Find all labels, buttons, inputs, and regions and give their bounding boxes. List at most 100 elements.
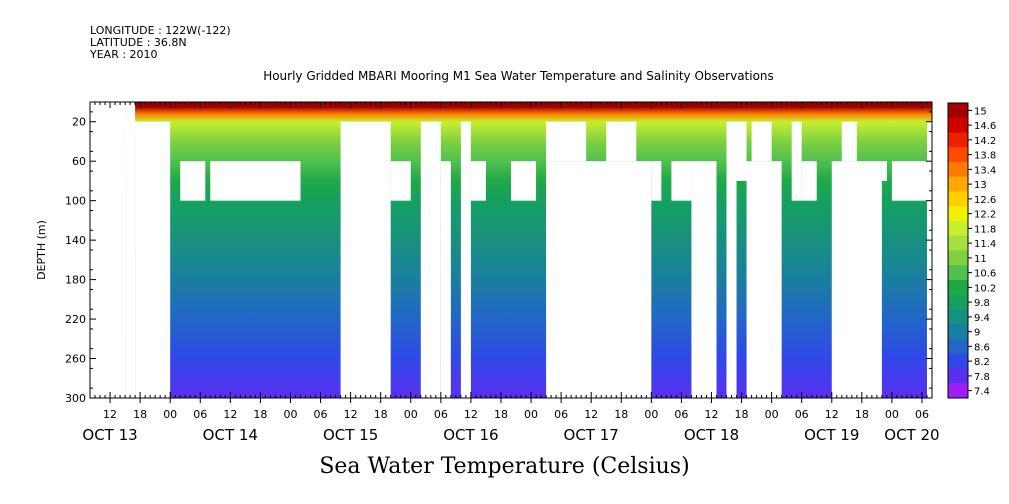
colorbar-swatch — [948, 294, 968, 310]
y-tick-label: 220 — [65, 313, 86, 326]
colorbar-title: Sea Water Temperature (Celsius) — [319, 454, 690, 479]
y-tick-label: 20 — [72, 116, 86, 129]
colorbar-swatch — [948, 132, 968, 148]
colorbar-label: 8.2 — [974, 357, 990, 368]
colorbar-frame — [947, 102, 969, 399]
x-day-label: OCT 13 — [82, 426, 137, 444]
colorbar-label: 14.2 — [974, 136, 996, 147]
missing-data-block — [340, 121, 391, 398]
colorbar-swatch — [948, 103, 968, 119]
x-tick-label: 00 — [524, 408, 538, 421]
x-tick-label: 12 — [825, 408, 839, 421]
longitude-label: LONGITUDE : 122W(-122) — [90, 24, 231, 37]
missing-data-block — [801, 161, 817, 201]
y-tick-label: 100 — [65, 195, 86, 208]
x-tick-label: 18 — [133, 408, 147, 421]
colorbar-label: 13 — [974, 180, 987, 191]
x-tick-label: 18 — [614, 408, 628, 421]
missing-data-block — [606, 121, 637, 162]
x-tick-label: 00 — [283, 408, 297, 421]
colorbar-label: 12.2 — [974, 210, 996, 221]
chart-title: Hourly Gridded MBARI Mooring M1 Sea Wate… — [263, 69, 774, 83]
x-tick-label: 00 — [163, 408, 177, 421]
missing-data-block — [420, 121, 441, 398]
x-day-label: OCT 20 — [884, 426, 939, 444]
y-axis-label: DEPTH (m) — [35, 220, 48, 280]
colorbar-label: 7.8 — [974, 372, 990, 383]
x-tick-label: 18 — [735, 408, 749, 421]
x-tick-label: 00 — [765, 408, 779, 421]
colorbar-swatch — [948, 368, 968, 384]
colorbar-label: 8.6 — [974, 342, 990, 353]
x-tick-label: 06 — [314, 408, 328, 421]
colorbar: 15 14.6 14.2 13.8 13.4 13 12.6 12.2 11.8 11.4 11 10… — [947, 102, 996, 399]
missing-data-block — [390, 161, 411, 201]
colorbar-label: 13.4 — [974, 165, 996, 176]
x-tick-label: 06 — [795, 408, 809, 421]
y-tick-label: 260 — [65, 353, 86, 366]
colorbar-swatch — [948, 250, 968, 266]
missing-data-block — [135, 121, 171, 398]
missing-data-block — [546, 161, 652, 398]
colorbar-swatch — [948, 191, 968, 207]
colorbar-label: 10.2 — [974, 283, 996, 294]
missing-data-block — [671, 161, 692, 201]
missing-data-block — [701, 180, 717, 398]
y-tick-label: 140 — [65, 234, 86, 247]
missing-data-block — [180, 161, 206, 201]
x-tick-label: 18 — [855, 408, 869, 421]
x-tick-label: 12 — [464, 408, 478, 421]
missing-data-block — [881, 161, 887, 181]
colorbar-swatch — [948, 383, 968, 399]
colorbar-swatch — [948, 176, 968, 192]
colorbar-swatch — [948, 221, 968, 237]
x-day-label: OCT 17 — [564, 426, 619, 444]
y-tick-label: 60 — [72, 155, 86, 168]
missing-data-block — [926, 121, 932, 398]
x-tick-label: 00 — [885, 408, 899, 421]
x-day-label: OCT 19 — [804, 426, 859, 444]
axes: 20 60 100 140 180 220 260 300 12 18 00 06 12 18 00 06 12… — [65, 101, 940, 444]
colorbar-swatch — [948, 265, 968, 281]
missing-data-column — [125, 102, 136, 398]
missing-data-block — [791, 121, 802, 201]
temperature-field — [90, 102, 932, 398]
colorbar-swatch — [948, 339, 968, 355]
x-tick-label: 06 — [915, 408, 929, 421]
colorbar-label: 10.6 — [974, 269, 996, 280]
missing-data-column — [100, 102, 106, 398]
x-day-label: OCT 15 — [323, 426, 378, 444]
colorbar-label: 11 — [974, 254, 987, 265]
colorbar-label: 7.4 — [974, 387, 990, 398]
x-tick-label: 18 — [253, 408, 267, 421]
missing-data-block — [746, 161, 782, 398]
colorbar-label: 13.8 — [974, 151, 996, 162]
x-day-label: OCT 14 — [203, 426, 258, 444]
x-tick-label: 12 — [584, 408, 598, 421]
colorbar-swatch — [948, 324, 968, 340]
year-label: YEAR : 2010 — [90, 48, 158, 61]
colorbar-swatch — [948, 280, 968, 296]
missing-data-column — [90, 102, 126, 398]
colorbar-label: 15 — [974, 106, 987, 117]
x-tick-label: 12 — [223, 408, 237, 421]
missing-data-block — [210, 161, 301, 201]
x-tick-label: 06 — [193, 408, 207, 421]
missing-data-block — [546, 121, 587, 162]
colorbar-swatch — [948, 309, 968, 325]
colorbar-swatch — [948, 353, 968, 369]
missing-data-block — [751, 121, 772, 162]
missing-data-block — [831, 161, 882, 398]
colorbar-label: 14.6 — [974, 121, 996, 132]
plot-area — [90, 102, 932, 398]
x-tick-label: 00 — [404, 408, 418, 421]
missing-data-block — [726, 121, 737, 398]
missing-data-block — [460, 121, 471, 398]
y-tick-label: 180 — [65, 274, 86, 287]
x-tick-label: 06 — [674, 408, 688, 421]
latitude-label: LATITUDE : 36.8N — [90, 36, 187, 49]
colorbar-swatch — [948, 206, 968, 222]
colorbar-label: 12.6 — [974, 195, 996, 206]
x-tick-label: 00 — [644, 408, 658, 421]
